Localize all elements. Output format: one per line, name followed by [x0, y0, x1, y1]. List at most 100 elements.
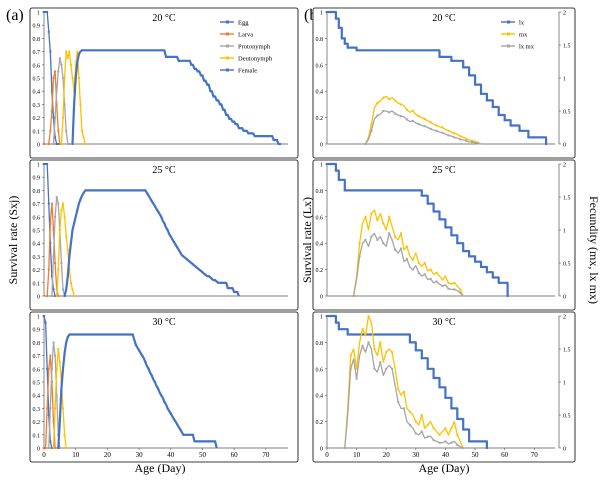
- data-point-lx: [346, 46, 349, 49]
- data-point-lx: [334, 169, 337, 172]
- data-point-mx: [426, 423, 429, 426]
- data-point-female: [63, 351, 66, 354]
- y-tick-label: 0: [320, 295, 323, 301]
- y-tick-label: 0.5: [33, 229, 41, 235]
- y-tick-label: 1: [320, 315, 323, 321]
- legend-marker: [226, 32, 229, 36]
- series-line-deutonymph: [60, 50, 86, 145]
- y-tick-label: 0.4: [316, 394, 324, 400]
- data-point-lx-mx: [388, 232, 391, 235]
- data-point-female: [223, 281, 226, 284]
- data-point-female: [234, 123, 237, 126]
- data-point-lx-mx: [385, 367, 388, 370]
- data-point-protonymph: [60, 63, 63, 66]
- data-point-lx: [432, 210, 435, 213]
- data-point-egg: [50, 275, 53, 278]
- y-tick-label: 0.2: [316, 268, 324, 274]
- data-point-lx-mx: [453, 288, 456, 291]
- data-point-egg: [43, 11, 45, 13]
- data-point-protonymph: [55, 394, 58, 397]
- panel-letter-a: (a): [6, 7, 24, 24]
- left-y-axis-label: Survival rate (Sxj): [6, 196, 20, 285]
- data-point-lx-mx: [364, 238, 367, 241]
- data-point-lx-mx: [417, 123, 420, 126]
- data-point-deutonymph: [69, 63, 72, 66]
- data-point-protonymph: [52, 143, 55, 145]
- data-point-lx: [456, 417, 459, 420]
- chart-panels: 0 0.1 0.2 0.3 0.4 0.5 0.6 0.7 0.8 0.9 1 20 °C Egg Lar…: [29, 7, 576, 463]
- data-point-female: [166, 407, 169, 410]
- data-point-lx-mx: [358, 255, 361, 258]
- data-point-mx: [450, 427, 453, 430]
- data-point-female: [82, 192, 85, 195]
- data-point-lx-mx: [414, 432, 417, 435]
- data-point-female: [66, 275, 69, 278]
- data-point-lx-mx: [450, 441, 453, 444]
- x-tick-label: 10: [72, 451, 80, 459]
- x-tick-label: 20: [383, 451, 391, 459]
- data-point-female: [195, 265, 198, 268]
- data-point-deutonymph: [58, 229, 61, 231]
- data-point-female: [269, 135, 272, 138]
- data-point-female: [196, 70, 199, 73]
- data-point-lx: [326, 11, 328, 13]
- y-tick-label: 0.8: [316, 189, 324, 195]
- data-point-female: [134, 344, 137, 347]
- data-point-mx: [453, 281, 456, 284]
- x-tick-label: 70: [531, 451, 539, 459]
- data-point-protonymph: [58, 447, 61, 449]
- data-point-lx-mx: [405, 258, 408, 261]
- data-point-female: [229, 287, 232, 290]
- y-tick-label: 1: [37, 11, 40, 17]
- data-point-mx: [370, 123, 373, 126]
- data-point-mx: [429, 121, 432, 124]
- data-point-lx-mx: [411, 119, 414, 122]
- data-point-lx: [474, 260, 477, 263]
- data-point-mx: [394, 99, 397, 102]
- data-point-lx: [334, 321, 337, 324]
- data-point-lx: [462, 66, 465, 69]
- y-tick-label: 0.3: [33, 255, 41, 261]
- data-point-female: [182, 433, 185, 436]
- legend-label: Larva: [238, 32, 253, 39]
- data-point-larva: [54, 447, 57, 449]
- data-point-lx-mx: [388, 111, 391, 114]
- y-tick-label: 0: [37, 143, 40, 149]
- data-point-lx-mx: [402, 407, 405, 410]
- data-point-deutonymph: [66, 248, 69, 251]
- data-point-larva: [58, 143, 61, 145]
- legend-item-protonymph: Protonymph: [220, 44, 271, 51]
- data-point-lx: [506, 295, 509, 297]
- data-point-lx: [326, 315, 328, 317]
- data-point-lx: [450, 59, 453, 62]
- chart-frame: [29, 311, 299, 463]
- data-point-female: [207, 275, 210, 278]
- data-point-lx-mx: [400, 247, 403, 250]
- legend-label: Egg: [238, 20, 249, 27]
- data-point-female: [71, 143, 74, 145]
- data-point-lx: [432, 377, 435, 380]
- data-point-mx: [367, 315, 370, 317]
- data-point-mx: [394, 235, 397, 238]
- right-y-axis-label: Survival rate (Lx): [300, 197, 314, 283]
- left-x-axis-label: Age (Day): [135, 461, 186, 475]
- data-point-lx-mx: [352, 295, 355, 297]
- data-point-lx-mx: [423, 125, 426, 128]
- data-point-female: [241, 127, 244, 130]
- legend-label: lx mx: [519, 44, 535, 51]
- data-point-deutonymph: [65, 50, 68, 53]
- data-point-mx: [471, 139, 474, 142]
- data-point-lx-mx: [444, 440, 447, 443]
- data-point-female: [204, 273, 207, 276]
- data-point-egg: [55, 143, 58, 145]
- legend-marker: [507, 32, 510, 36]
- data-point-lx-mx: [477, 142, 480, 145]
- data-point-female: [204, 440, 207, 443]
- y-tick-label: 0.9: [33, 176, 41, 182]
- data-point-lx: [468, 255, 471, 258]
- data-point-female: [272, 139, 275, 142]
- x-tick-label: 30: [136, 451, 144, 459]
- data-point-lx-mx: [417, 271, 420, 274]
- data-point-mx: [438, 433, 441, 436]
- data-point-protonymph: [50, 367, 53, 370]
